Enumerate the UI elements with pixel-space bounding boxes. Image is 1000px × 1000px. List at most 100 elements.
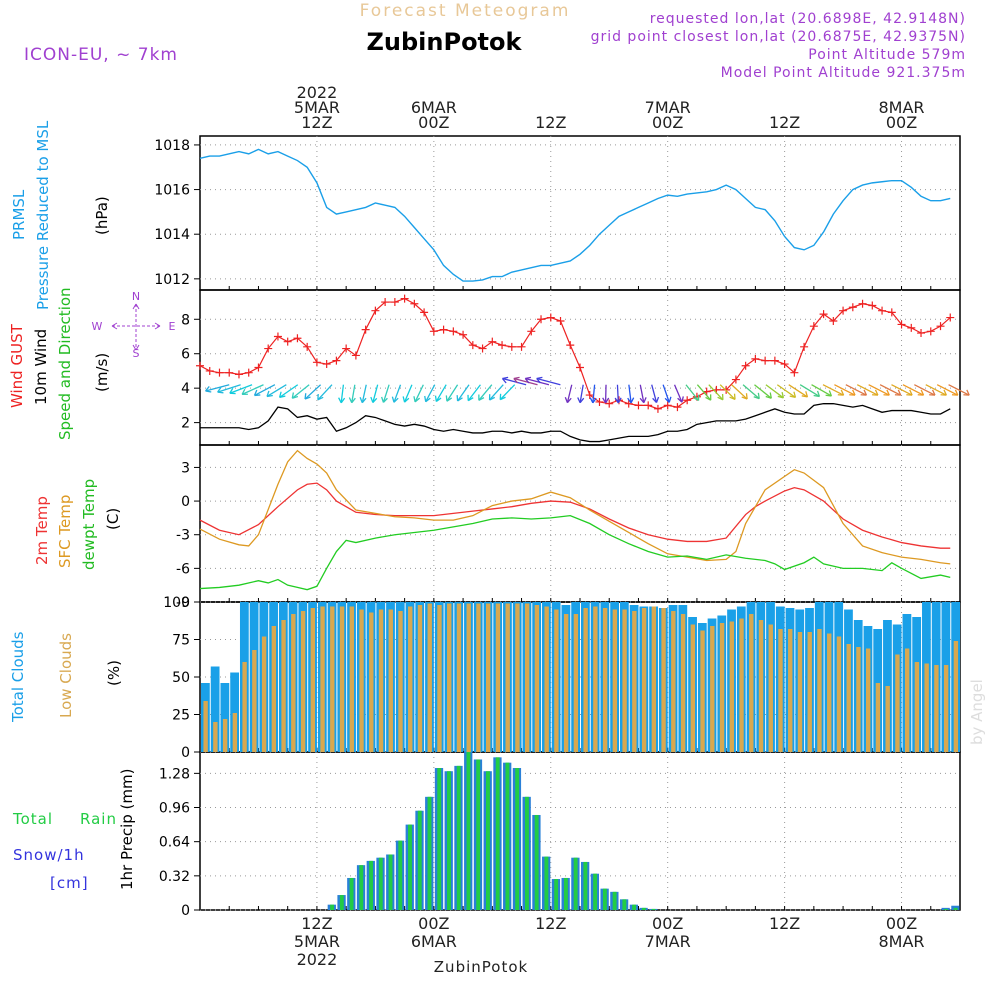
low-cloud-bar bbox=[943, 665, 949, 752]
wind-direction-arrowhead bbox=[929, 389, 936, 396]
wind-direction-arrow bbox=[414, 384, 424, 403]
wind-direction-arrowhead bbox=[849, 389, 856, 396]
wind-gust-marker bbox=[273, 332, 282, 341]
precip-rain-bar bbox=[349, 877, 354, 910]
low-cloud-bar bbox=[817, 629, 822, 752]
wind-direction-arrow bbox=[948, 384, 970, 396]
wind-direction-arrow bbox=[742, 384, 760, 400]
panel-frames bbox=[199, 135, 961, 911]
y-tick-label: 0.96 bbox=[159, 801, 190, 817]
requested-coords: requested lon,lat (20.6898E, 42.9148N) bbox=[650, 11, 966, 27]
y-tick-label: 1.28 bbox=[159, 766, 190, 782]
precip-rain-label: Rain bbox=[80, 810, 117, 828]
wind-gust-marker bbox=[605, 399, 614, 408]
compass-arrowheads bbox=[111, 303, 161, 351]
grid-lines bbox=[194, 136, 961, 911]
wind-direction-arrowhead bbox=[391, 396, 399, 403]
precip-rain-bar bbox=[369, 860, 373, 910]
wind-direction-arrowhead bbox=[677, 396, 684, 403]
wind-gust-marker bbox=[517, 342, 526, 351]
low-cloud-bar bbox=[310, 608, 315, 752]
wind-direction-arrow bbox=[435, 384, 447, 402]
low-cloud-bar bbox=[934, 665, 939, 752]
wind-10m-label: 10m Wind bbox=[32, 329, 50, 405]
low-cloud-bar bbox=[261, 636, 267, 752]
precip-rain-bar bbox=[943, 908, 948, 910]
wind-direction-arrow bbox=[685, 384, 700, 401]
wind-direction-arrowhead bbox=[883, 389, 890, 396]
wind-direction-arrowhead bbox=[205, 386, 212, 393]
precip-rain-bar bbox=[359, 865, 364, 910]
prmsl-label: PRMSL bbox=[10, 189, 28, 240]
wind-direction-arrow bbox=[425, 384, 436, 403]
wind-direction-arrow bbox=[579, 384, 584, 403]
wind-gust-marker bbox=[264, 344, 273, 353]
low-cloud-bar bbox=[544, 606, 549, 752]
wind-gust-marker bbox=[478, 344, 487, 353]
wind-direction-arrowhead bbox=[501, 376, 509, 384]
wind-direction-arrow bbox=[731, 384, 748, 400]
wind-direction-arrow bbox=[776, 384, 796, 398]
wind-direction-arrow bbox=[351, 384, 356, 403]
wind-gust-marker bbox=[439, 325, 448, 334]
wind-gust-marker bbox=[653, 404, 662, 413]
low-cloud-bar bbox=[437, 605, 442, 752]
time-label-top: 00Z bbox=[418, 113, 449, 132]
wind-direction-arrow bbox=[317, 384, 333, 401]
precip-rain-bar bbox=[563, 877, 568, 910]
wind-gust-marker bbox=[585, 391, 594, 400]
temp-titles: 2m Temp SFC Temp dewpt Temp (C) bbox=[33, 479, 122, 570]
wind-direction-arrowhead bbox=[413, 396, 421, 403]
y-tick-label: 8 bbox=[181, 312, 190, 328]
precip-rain-bar bbox=[339, 895, 344, 910]
low-cloud-bar bbox=[914, 662, 920, 752]
low-cloud-bar bbox=[866, 648, 871, 752]
wind-gust-marker bbox=[809, 322, 818, 331]
wind-gust-marker bbox=[342, 344, 351, 353]
wind-direction-arrowhead bbox=[304, 393, 311, 400]
wind-direction-arrow bbox=[811, 384, 832, 397]
y-tick-label: 0.32 bbox=[159, 869, 190, 885]
wind-direction-arrowhead bbox=[639, 397, 647, 404]
wind-direction-arrow bbox=[708, 384, 724, 401]
axis-labels: 10121014101610182468-9-6-303025507510000… bbox=[154, 83, 924, 969]
wind-gust-marker bbox=[829, 317, 838, 325]
compass-rose: N S W E bbox=[92, 290, 176, 360]
low-cloud-bar bbox=[729, 621, 734, 752]
wind-direction-arrowhead bbox=[445, 395, 453, 402]
precip-rain-bar bbox=[476, 759, 481, 910]
wind-direction-arrowhead bbox=[860, 389, 868, 396]
wind-gust-marker bbox=[887, 308, 896, 317]
y-tick-label: 2 bbox=[181, 416, 190, 432]
low-cloud-bar bbox=[602, 608, 608, 752]
low-cloud-bar bbox=[388, 609, 393, 752]
wind-gust-marker bbox=[556, 317, 565, 325]
wind-speed-line bbox=[200, 403, 951, 443]
wind-gust-marker bbox=[634, 401, 643, 410]
wind-direction-arrow bbox=[616, 384, 619, 403]
wind-direction-arrow bbox=[446, 384, 459, 402]
wind-direction-arrowhead bbox=[467, 394, 474, 402]
wind-gust-marker bbox=[644, 401, 653, 410]
wind-direction-arrow bbox=[393, 384, 402, 403]
time-label-bottom: 5MAR bbox=[294, 932, 340, 951]
time-label-top: 8MAR bbox=[879, 98, 925, 117]
precip-rain-bar bbox=[388, 854, 393, 910]
wind-direction-arrow bbox=[879, 384, 902, 396]
wind-direction-arrow bbox=[765, 384, 784, 399]
wind-gust-marker bbox=[878, 306, 887, 315]
low-cloud-bar bbox=[222, 719, 228, 752]
location-title: ZubinPotok bbox=[367, 28, 523, 56]
temp2m-label: 2m Temp bbox=[33, 496, 51, 565]
low-cloud-bar bbox=[486, 603, 491, 752]
wind-direction-arrowhead bbox=[229, 387, 236, 395]
wind-gust-marker bbox=[410, 299, 419, 308]
wind-direction-arrow bbox=[799, 384, 820, 397]
wind-direction-arrow bbox=[403, 384, 413, 403]
wind-direction-arrow bbox=[856, 384, 879, 396]
precip-rain-bar bbox=[515, 768, 520, 910]
low-cloud-bar bbox=[456, 603, 462, 752]
precip-rain-bar bbox=[466, 752, 471, 910]
low-cloud-bar bbox=[378, 609, 384, 752]
wind-direction-arrow bbox=[936, 384, 959, 396]
